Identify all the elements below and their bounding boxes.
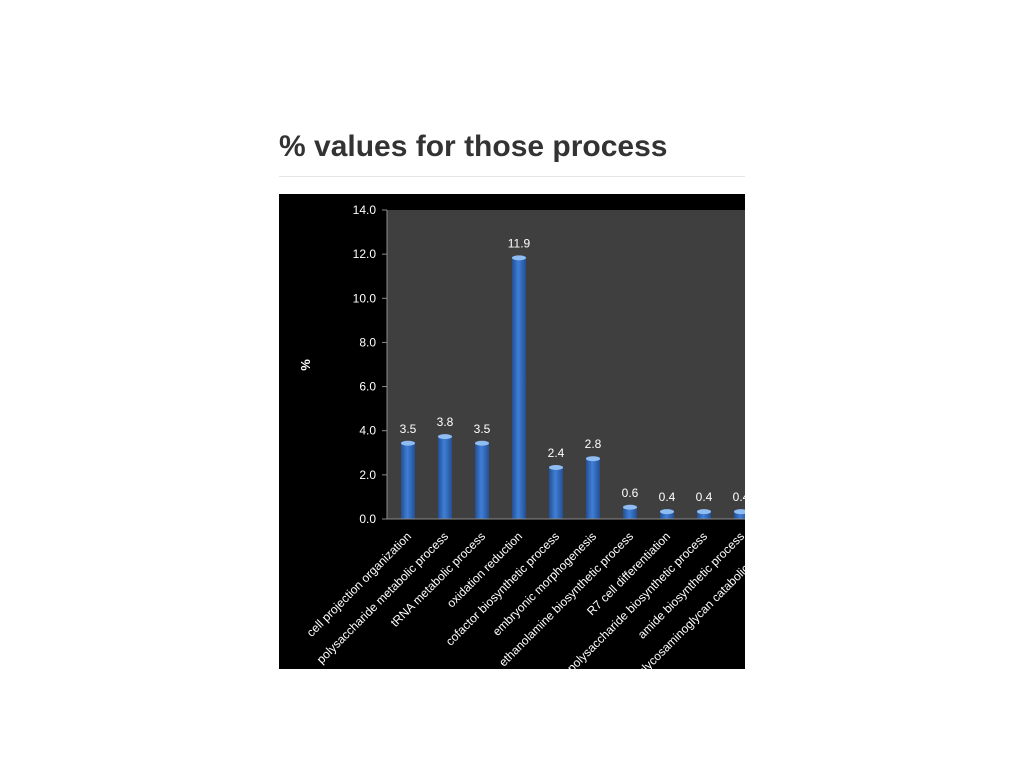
- bar-value-label: 0.4: [696, 490, 713, 504]
- value-labels: 3.53.83.511.92.42.80.60.40.40.40.4: [400, 236, 745, 504]
- y-tick-label: 8.0: [359, 335, 376, 349]
- bar-cap: [512, 255, 526, 261]
- bar-cap: [586, 456, 600, 462]
- content-panel: % values for those process 0.0 2.0 4.0 6.0 8…: [279, 0, 745, 768]
- bar-cap: [438, 434, 452, 440]
- bar-body: [697, 510, 711, 519]
- bar: [660, 509, 674, 519]
- bar-cap: [623, 504, 637, 510]
- y-tick-label: 2.0: [359, 468, 376, 482]
- y-axis-ticks: 0.0 2.0 4.0 6.0 8.0 10.0 12.0 14.0: [353, 203, 387, 526]
- bar-body: [734, 510, 745, 519]
- bar: [734, 509, 745, 519]
- y-tick-label: 6.0: [359, 380, 376, 394]
- y-tick-label: 12.0: [353, 247, 377, 261]
- bar-cap: [734, 509, 745, 515]
- bar-cap: [697, 509, 711, 515]
- bar-cap: [549, 465, 563, 471]
- bar-cap: [401, 440, 415, 446]
- bar-value-label: 3.8: [437, 415, 454, 429]
- bar-body: [401, 441, 415, 519]
- y-tick-label: 14.0: [353, 203, 377, 217]
- bar-value-label: 0.4: [659, 490, 676, 504]
- y-axis-title: %: [298, 359, 313, 371]
- bar-body: [660, 510, 674, 519]
- y-tick-label: 10.0: [353, 291, 377, 305]
- heading-divider: [279, 176, 745, 177]
- bar-body: [475, 441, 489, 519]
- bar-value-label: 3.5: [400, 422, 417, 436]
- bar-value-label: 2.4: [548, 446, 565, 460]
- bar-value-label: 0.4: [733, 490, 745, 504]
- bar: [475, 440, 489, 519]
- y-tick-label: 0.0: [359, 512, 376, 526]
- bar-value-label: 3.5: [474, 422, 491, 436]
- bar-chart: 0.0 2.0 4.0 6.0 8.0 10.0 12.0 14.0 3.5 3.8 3.5 11.…: [279, 194, 745, 669]
- bar: [697, 509, 711, 519]
- bars: [401, 255, 745, 519]
- chart-svg: 0.0 2.0 4.0 6.0 8.0 10.0 12.0 14.0 3.5 3.8 3.5 11.…: [298, 203, 745, 669]
- bar: [438, 434, 452, 519]
- page-heading: % values for those process: [279, 130, 668, 163]
- bar: [512, 255, 526, 519]
- bar-cap: [475, 440, 489, 446]
- bar: [586, 456, 600, 519]
- bar-value-label: 2.8: [585, 437, 602, 451]
- bar-cap: [660, 509, 674, 515]
- bar: [549, 465, 563, 519]
- bar-body: [586, 457, 600, 519]
- bar: [401, 440, 415, 519]
- y-tick-label: 4.0: [359, 424, 376, 438]
- bar-value-label: 11.9: [508, 236, 531, 250]
- bar: [623, 504, 637, 519]
- bar-body: [438, 435, 452, 519]
- bar-body: [549, 466, 563, 519]
- bar-body: [512, 256, 526, 519]
- x-axis-labels: cell projection organizationpolysacchari…: [304, 529, 745, 669]
- x-tick-label: ethanolamine biosynthetic process: [496, 529, 636, 669]
- bar-value-label: 0.6: [622, 486, 639, 500]
